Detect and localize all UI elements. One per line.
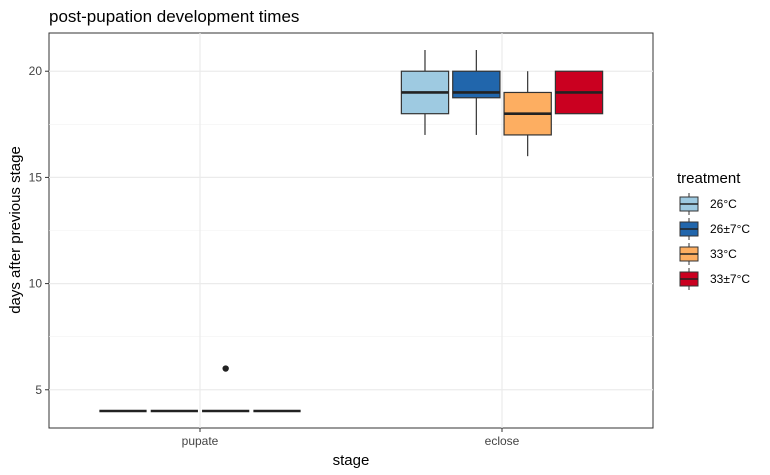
legend-item-0: 26°C	[679, 193, 737, 215]
outlier-point	[222, 365, 229, 372]
box-pupate-2	[202, 365, 250, 413]
grid	[49, 33, 653, 428]
legend-item-3: 33±7°C	[679, 268, 750, 290]
y-axis: 5 10 15 20	[29, 64, 49, 397]
legend-label: 26±7°C	[710, 222, 750, 236]
legend-label: 33±7°C	[710, 272, 750, 286]
box-eclose-2	[503, 71, 552, 157]
legend-item-2: 33°C	[679, 243, 737, 265]
box-eclose-0	[400, 49, 450, 135]
box-eclose-3	[554, 70, 604, 115]
y-tick-label: 20	[29, 64, 43, 78]
box-eclose-1	[452, 49, 501, 135]
y-tick-label: 10	[29, 277, 43, 291]
x-axis-title: stage	[333, 452, 370, 469]
box-iqr	[452, 70, 501, 99]
legend-label: 26°C	[710, 197, 737, 211]
boxes	[99, 49, 604, 413]
y-tick-label: 15	[29, 170, 43, 184]
legend: treatment 26°C 26±7°C 33°C 33±7°C	[677, 170, 750, 290]
x-tick-label: eclose	[485, 434, 520, 448]
legend-item-1: 26±7°C	[679, 218, 750, 240]
y-axis-title: days after previous stage	[7, 146, 24, 314]
x-axis: pupate eclose	[182, 428, 520, 448]
chart-title: post-pupation development times	[49, 7, 299, 26]
x-tick-label: pupate	[182, 434, 219, 448]
legend-label: 33°C	[710, 247, 737, 261]
legend-title: treatment	[677, 170, 741, 187]
y-tick-label: 5	[35, 383, 42, 397]
